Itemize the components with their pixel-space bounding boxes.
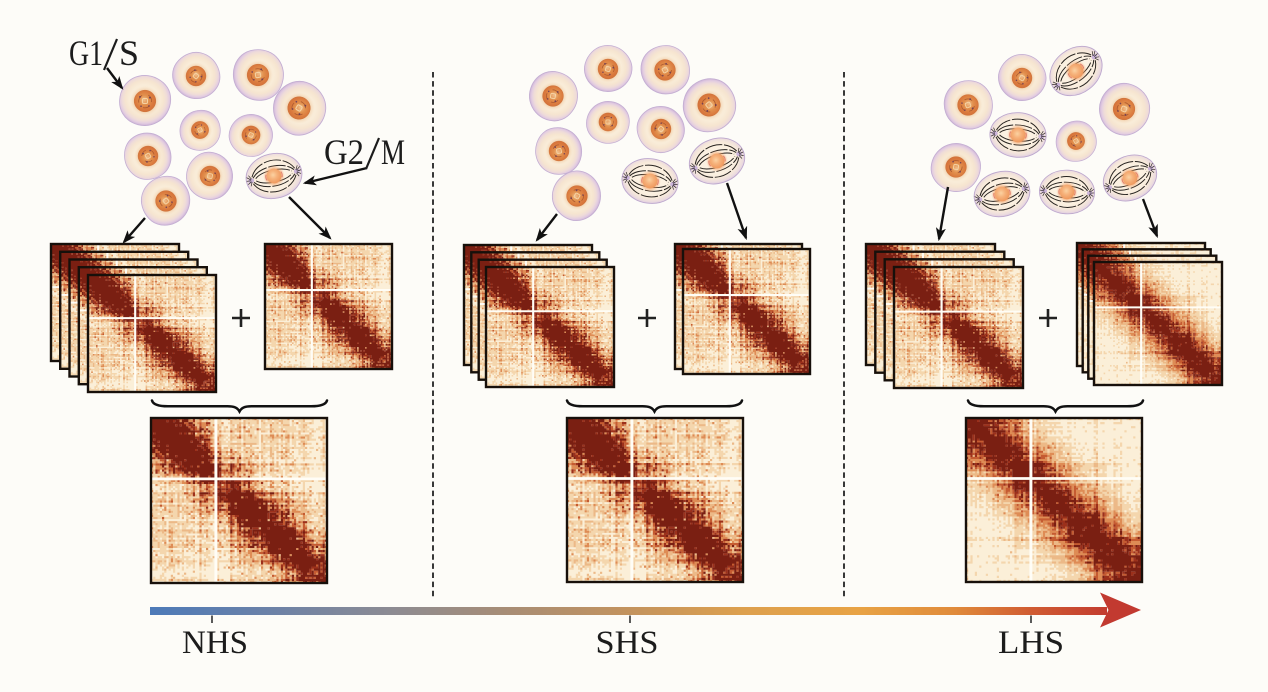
svg-text:LHS: LHS xyxy=(998,625,1064,661)
svg-text:M: M xyxy=(381,132,405,172)
svg-text:G2: G2 xyxy=(324,132,364,172)
svg-text:S: S xyxy=(119,33,139,73)
svg-text:SHS: SHS xyxy=(596,625,659,661)
svg-text:G1: G1 xyxy=(69,33,103,73)
svg-text:NHS: NHS xyxy=(182,625,248,661)
